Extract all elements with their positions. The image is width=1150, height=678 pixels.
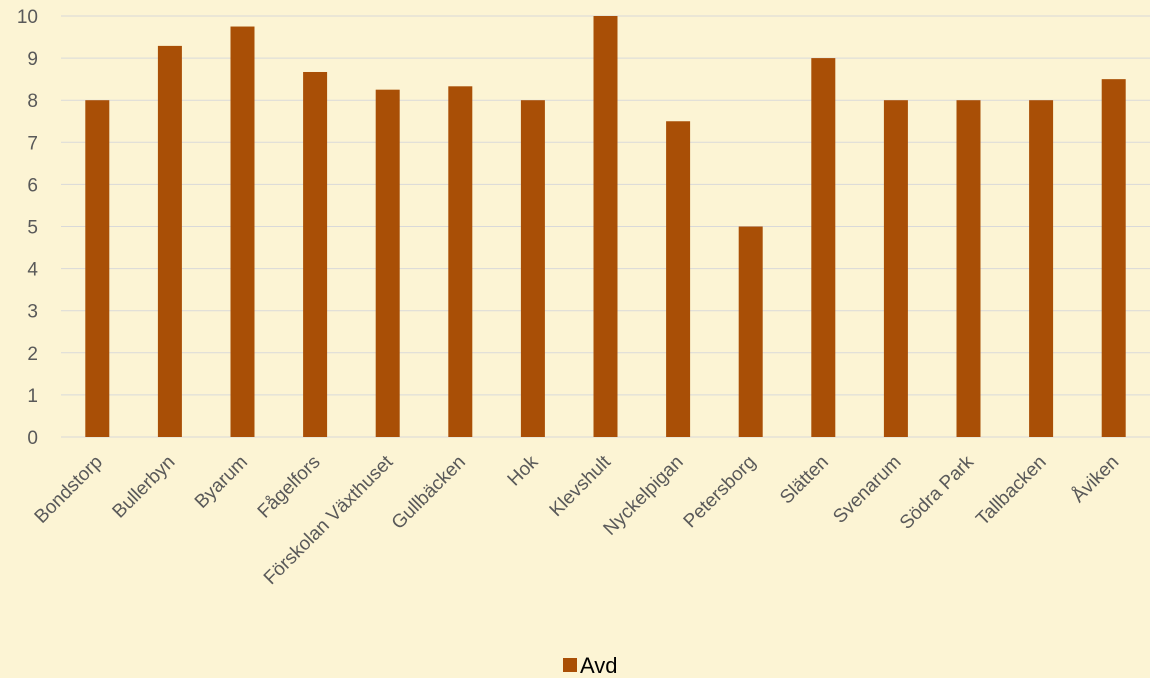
bar <box>1029 100 1054 437</box>
x-tick-label: Tallbacken <box>972 452 1050 530</box>
bar <box>520 100 545 437</box>
y-tick-label: 2 <box>27 344 38 365</box>
y-tick-label: 0 <box>27 428 38 449</box>
bar <box>666 121 691 437</box>
y-tick-label: 5 <box>27 218 38 239</box>
y-tick-label: 1 <box>27 386 38 407</box>
bar <box>375 89 400 438</box>
bar <box>883 100 908 437</box>
x-tick-label: Gullbäcken <box>388 452 470 534</box>
y-tick-label: 3 <box>27 302 38 323</box>
x-tick-label: Svenarum <box>829 452 905 528</box>
bar <box>230 26 255 438</box>
x-tick-label: Bondstorp <box>31 452 107 528</box>
bar <box>448 86 473 437</box>
bar <box>303 71 328 438</box>
x-tick-label: Hok <box>504 451 543 490</box>
x-tick-label: Petersborg <box>680 452 761 533</box>
y-tick-label: 6 <box>27 175 38 196</box>
bars <box>85 16 1126 438</box>
bar <box>157 45 182 438</box>
bar <box>811 58 836 437</box>
legend-label-avd: Avd <box>580 653 618 678</box>
x-tick-label: Bullerbyn <box>109 452 180 523</box>
x-tick-label: Klevshult <box>546 451 616 521</box>
y-tick-label: 8 <box>27 91 38 112</box>
legend-swatch-avd <box>563 658 577 672</box>
x-tick-label: Förskolan Växthuset <box>260 451 398 589</box>
x-tick-label: Södra Park <box>896 451 978 533</box>
x-tick-label: Fågelfors <box>254 452 325 523</box>
bar <box>738 226 763 437</box>
y-tick-label: 10 <box>17 7 38 28</box>
x-tick-label: Byarum <box>191 452 252 513</box>
y-tick-label: 4 <box>27 260 38 281</box>
bar <box>85 100 110 437</box>
x-tick-label: Åviken <box>1068 452 1123 507</box>
y-axis: 0 1 2 3 4 5 6 7 8 9 10 <box>17 7 39 449</box>
y-tick-label: 9 <box>27 49 38 70</box>
y-tick-label: 7 <box>27 133 38 154</box>
x-axis: Bondstorp Bullerbyn Byarum FågelforsFörskol… <box>31 451 1124 589</box>
bar <box>593 16 618 437</box>
bar <box>1101 79 1126 438</box>
bar <box>956 100 981 437</box>
legend: Avd <box>563 653 618 678</box>
x-tick-label: Slätten <box>776 452 833 509</box>
